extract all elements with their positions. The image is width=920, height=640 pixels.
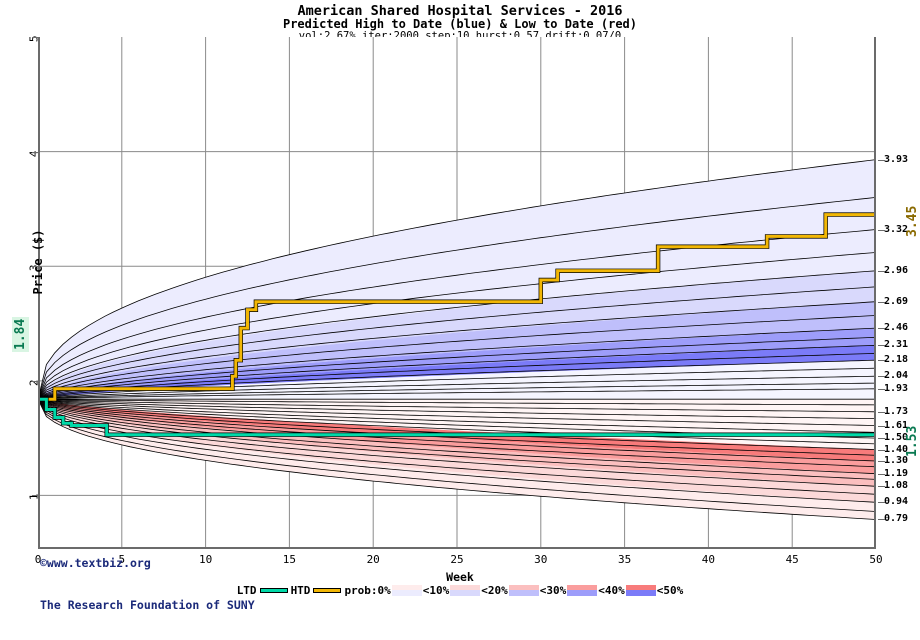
y-tickmark: [32, 37, 39, 38]
y-tickmark: [32, 151, 39, 153]
credits-website: ©www.textbiz.org: [40, 556, 151, 570]
legend-htd-label: HTD: [290, 583, 311, 597]
x-tick-20: 20: [366, 553, 380, 566]
right-label-2.18: 2.18: [884, 354, 909, 366]
right-tickmark: [878, 345, 885, 347]
right-label-1.3: 1.30: [884, 455, 909, 467]
legend-item-30: <30%: [539, 583, 567, 597]
y-tickmark: [32, 266, 39, 268]
right-label-3.93: 3.93: [884, 153, 909, 165]
x-tick-40: 40: [701, 553, 716, 566]
y-tick-4: 4: [27, 150, 41, 157]
x-tick-15: 15: [282, 553, 297, 566]
right-tickmark: [878, 502, 885, 504]
legend-swatch-50: [625, 584, 656, 596]
right-tickmark: [878, 473, 885, 475]
ltd-final-value-callout: 1.53: [905, 425, 920, 457]
right-tickmark: [878, 376, 885, 378]
legend-prob-label: prob:0%: [344, 583, 391, 597]
legend-swatch-10: [391, 584, 422, 596]
right-label-2.04: 2.04: [884, 370, 909, 382]
right-label-1.61: 1.61: [884, 419, 909, 431]
x-tick-35: 35: [617, 553, 632, 566]
right-tickmark: [878, 425, 885, 427]
page-title: American Shared Hospital Services - 2016: [297, 3, 623, 19]
right-label-1.5: 1.50: [884, 432, 909, 444]
right-tickmark: [878, 388, 885, 390]
right-tickmark: [878, 449, 885, 451]
right-label-1.73: 1.73: [884, 405, 909, 417]
right-label-2.96: 2.96: [884, 264, 909, 276]
y-tick-1: 1: [27, 493, 41, 501]
right-label-1.19: 1.19: [884, 467, 909, 479]
legend-swatch-20: [450, 584, 481, 596]
right-tickmark: [878, 360, 885, 362]
legend-item-10: <10%: [422, 583, 450, 597]
credits-organization: The Research Foundation of SUNY: [40, 598, 255, 612]
x-tick-5: 5: [118, 553, 126, 566]
legend-ltd-swatch: [259, 587, 288, 593]
plot-area: [38, 37, 876, 547]
right-label-0.79: 0.79: [884, 513, 909, 525]
x-tick-10: 10: [198, 553, 213, 566]
chart-page: American Shared Hospital Services - 2016…: [0, 3, 920, 612]
y-tick-2: 2: [27, 379, 41, 386]
legend-item-40: <40%: [598, 583, 625, 597]
right-tickmark: [878, 328, 885, 330]
htd-final-value-callout: 3.45: [905, 205, 920, 237]
y-axis-line: [38, 37, 40, 549]
right-tickmark: [878, 411, 885, 413]
right-tickmark: [878, 229, 885, 231]
right-label-1.08: 1.08: [884, 480, 909, 492]
x-tick-50: 50: [869, 553, 883, 566]
x-tick-0: 0: [34, 553, 42, 566]
chart-legend: LTD HTD prob:0% <10% <20% <30% <40% <50%: [0, 583, 920, 597]
right-tickmark: [878, 486, 885, 488]
chart-subtitle: Predicted High to Date (blue) & Low to D…: [282, 17, 637, 31]
y-tickmark: [32, 495, 39, 497]
x-tick-30: 30: [534, 553, 548, 566]
right-label-2.46: 2.46: [884, 322, 909, 334]
right-label-0.94: 0.94: [884, 496, 909, 508]
right-tickmark: [878, 270, 885, 272]
legend-item-50: <50%: [656, 583, 684, 597]
right-tickmark: [878, 159, 885, 161]
right-label-2.69: 2.69: [884, 295, 909, 307]
x-axis-line: [38, 547, 876, 549]
right-tickmark: [878, 519, 885, 521]
right-label-1.93: 1.93: [884, 382, 909, 394]
right-tickmark: [878, 461, 885, 463]
right-label-1.4: 1.40: [884, 443, 909, 455]
y-axis-title: Price ($): [31, 229, 45, 295]
forecast-cone-chart: [38, 37, 876, 547]
right-label-2.31: 2.31: [884, 339, 909, 351]
x-tick-45: 45: [785, 553, 799, 566]
legend-ltd-label: LTD: [236, 583, 257, 597]
y-tickmark: [32, 380, 39, 382]
start-price-callout: 1.84: [12, 316, 29, 352]
right-label-3.32: 3.32: [884, 223, 909, 235]
legend-htd-swatch: [313, 587, 342, 593]
right-tickmark: [878, 438, 885, 440]
legend-swatch-30: [508, 584, 539, 596]
y-tick-3: 3: [27, 264, 41, 272]
x-tick-25: 25: [450, 553, 464, 566]
x-axis-title: Week: [446, 570, 474, 584]
legend-item-20: <20%: [481, 583, 508, 597]
y-axis-right-line: [874, 37, 876, 549]
y-tick-5: 5: [27, 35, 41, 43]
legend-swatch-40: [567, 584, 598, 596]
right-tickmark: [878, 301, 885, 303]
